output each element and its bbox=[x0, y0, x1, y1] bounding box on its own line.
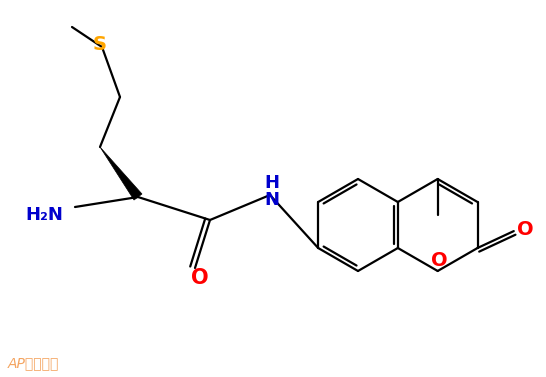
Text: S: S bbox=[93, 35, 107, 55]
Text: H: H bbox=[264, 174, 280, 192]
Text: O: O bbox=[191, 268, 209, 288]
Text: O: O bbox=[431, 251, 448, 271]
Text: H₂N: H₂N bbox=[25, 206, 63, 224]
Text: AP专肽生物: AP专肽生物 bbox=[8, 356, 60, 370]
Text: O: O bbox=[518, 219, 534, 239]
Text: N: N bbox=[264, 191, 280, 209]
Polygon shape bbox=[100, 147, 142, 200]
